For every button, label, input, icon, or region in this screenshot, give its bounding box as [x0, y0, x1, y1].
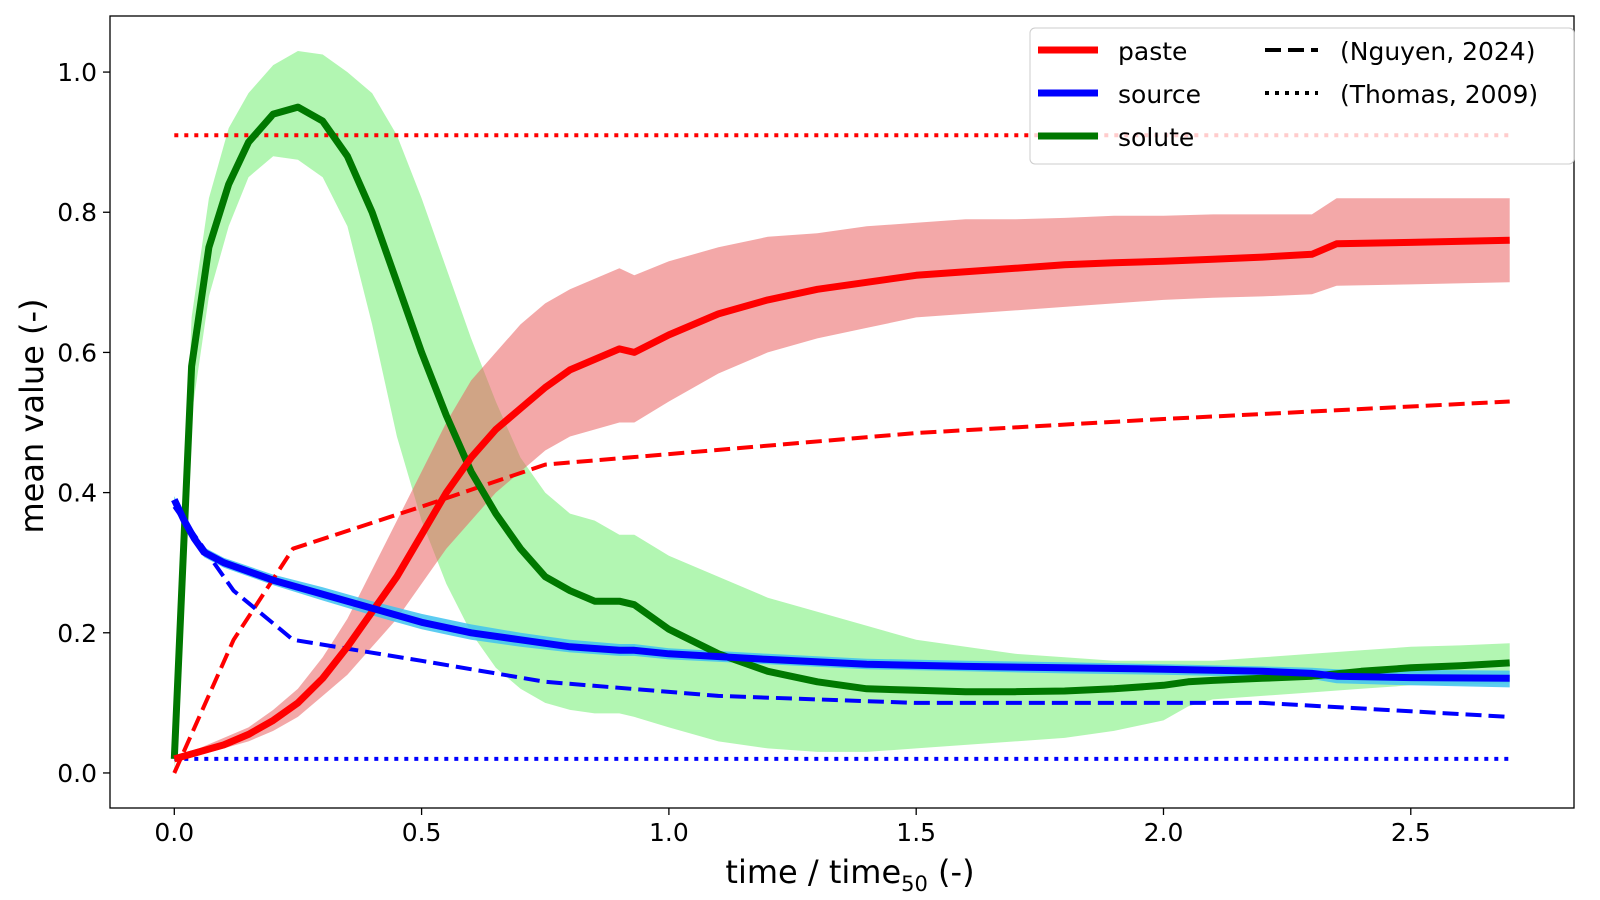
legend-entry-source: source [1038, 80, 1201, 109]
x-axis-label-tail: (-) [928, 853, 975, 891]
plot-frame [109, 15, 1575, 809]
x-tick-label: 2.0 [1144, 818, 1184, 847]
axes-ticks: 0.0 0.5 1.0 1.5 2.0 2.5 0.0 0.2 0.4 0.6 0.8 1.0 [57, 58, 1430, 847]
paste-line [173, 236, 1510, 763]
y-tick-label: 0.8 [57, 198, 97, 227]
x-tick-label: 1.0 [649, 818, 689, 847]
x-tick-label: 1.5 [896, 818, 936, 847]
legend: paste source solute (Nguyen, 2024) (Thom… [1029, 27, 1575, 165]
y-tick-label: 0.4 [57, 479, 97, 508]
legend-label-source: source [1118, 80, 1201, 109]
source-line [171, 498, 1510, 682]
legend-label-solute: solute [1118, 123, 1194, 152]
legend-entry-nguyen: (Nguyen, 2024) [1265, 37, 1535, 66]
x-tick-label: 0.0 [154, 818, 194, 847]
y-tick-label: 0.2 [57, 619, 97, 648]
y-tick-label: 0.6 [57, 338, 97, 367]
solute-band [174, 51, 1510, 773]
source-nguyen-2024-line [172, 505, 1510, 719]
paste-band [174, 198, 1510, 763]
legend-entry-thomas: (Thomas, 2009) [1265, 80, 1538, 109]
x-axis-label-subscript: 50 [901, 872, 928, 896]
x-tick-label: 0.5 [402, 818, 442, 847]
x-tick-label: 2.5 [1391, 818, 1431, 847]
legend-label-thomas: (Thomas, 2009) [1340, 80, 1538, 109]
legend-box [1029, 27, 1575, 165]
y-tick-label: 0.0 [57, 759, 97, 788]
x-axis-label-main: time / time [725, 853, 901, 891]
legend-entry-solute: solute [1038, 123, 1194, 152]
legend-label-paste: paste [1118, 37, 1187, 66]
paste-nguyen-2024-line [172, 399, 1510, 774]
solute-line [170, 103, 1510, 760]
y-axis-label: mean value (-) [13, 298, 51, 533]
y-tick-label: 1.0 [57, 58, 97, 87]
legend-entry-paste: paste [1038, 37, 1187, 66]
x-axis-label: time / time50 (-) [725, 853, 974, 896]
legend-label-nguyen: (Nguyen, 2024) [1340, 37, 1535, 66]
